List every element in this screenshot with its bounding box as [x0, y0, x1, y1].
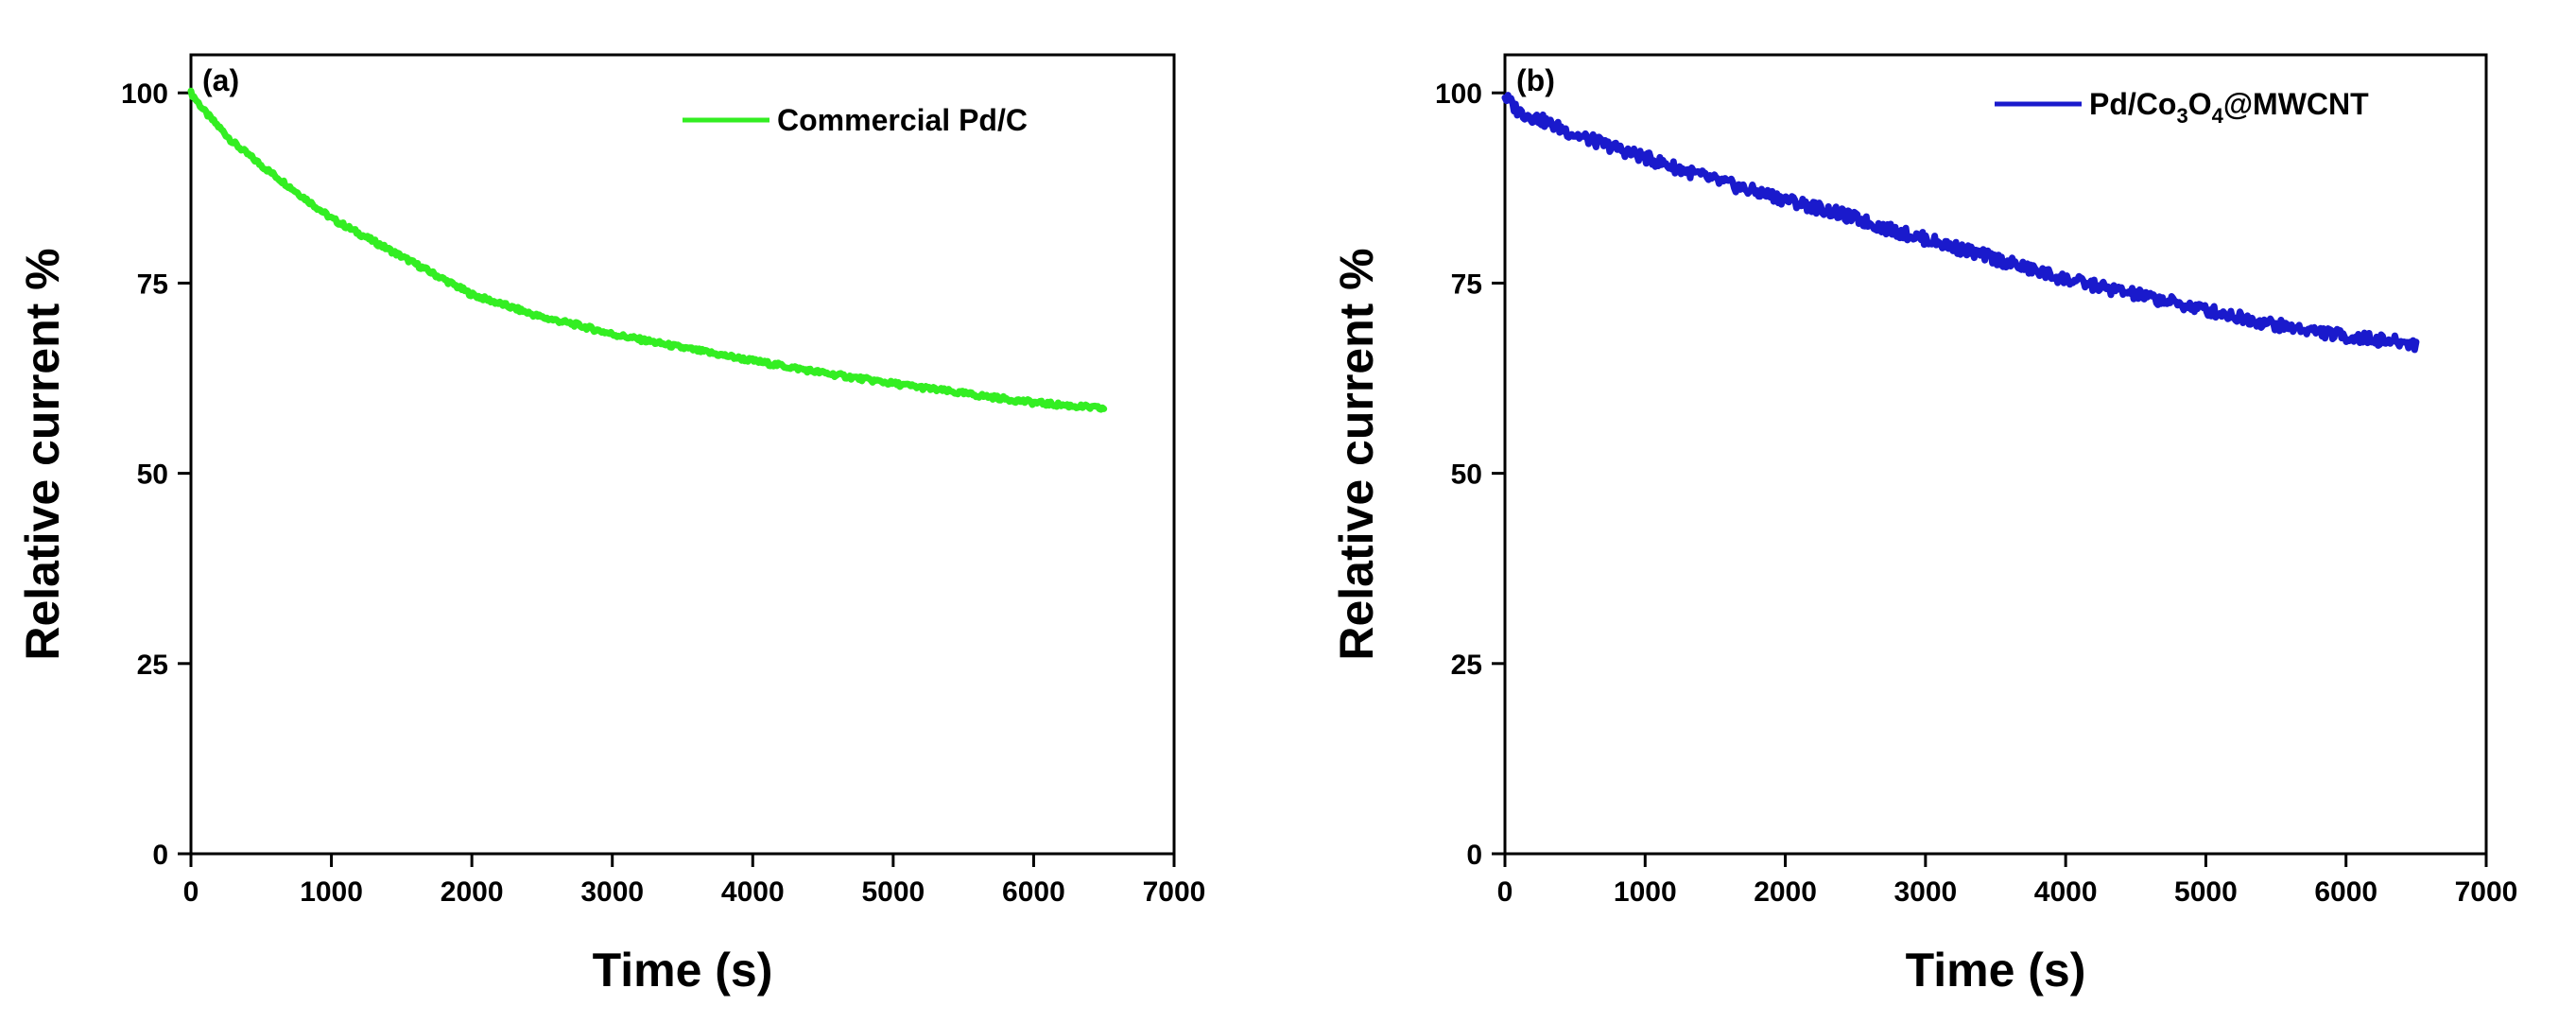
y-axis-title: Relative current % — [16, 248, 69, 660]
data-point — [1784, 198, 1788, 201]
y-tick-label: 100 — [121, 78, 168, 110]
y-tick-label: 0 — [152, 840, 168, 871]
x-tick-label: 0 — [183, 876, 199, 908]
data-point — [961, 391, 965, 395]
data-point — [1643, 156, 1647, 160]
data-point — [2414, 342, 2418, 346]
y-tick-label: 25 — [137, 650, 168, 681]
x-tick-label: 6000 — [1002, 876, 1065, 908]
panel-label: (a) — [202, 63, 239, 97]
plot-frame — [189, 53, 1176, 856]
y-axis-title: Relative current % — [1330, 248, 1383, 660]
y-tick-label: 100 — [1435, 78, 1482, 110]
x-tick-label: 2000 — [441, 876, 504, 908]
data-point — [1959, 247, 1962, 251]
data-point — [400, 254, 404, 258]
data-point — [1517, 110, 1521, 113]
data-point — [2029, 268, 2032, 271]
data-point — [470, 293, 474, 297]
data-point — [505, 304, 509, 308]
x-axis-title: Time (s) — [593, 944, 773, 997]
data-point — [1102, 407, 1106, 410]
data-point — [576, 323, 579, 327]
x-tick-label: 5000 — [861, 876, 925, 908]
data-point — [1538, 117, 1542, 121]
series-line — [187, 87, 1108, 413]
y-tick-label: 50 — [137, 459, 168, 491]
data-point — [1749, 188, 1753, 192]
data-point — [232, 141, 235, 145]
x-tick-label: 7000 — [2455, 876, 2518, 908]
data-point — [2099, 285, 2102, 288]
data-point — [540, 316, 544, 320]
x-tick-label: 6000 — [2314, 876, 2377, 908]
panel-a: 0 1000 2000 3000 4000 5000 6000 7000 0 25 50 75 100 T… — [16, 53, 1206, 997]
legend-label: Commercial Pd/C — [777, 103, 1028, 137]
data-point — [365, 235, 369, 239]
data-point — [1994, 257, 1997, 261]
data-point — [2239, 316, 2243, 320]
data-point — [2169, 301, 2172, 304]
data-point — [1924, 237, 1928, 241]
x-tick-label: 3000 — [1893, 876, 1957, 908]
data-point — [1678, 167, 1682, 171]
data-point — [1608, 145, 1612, 148]
data-point — [2134, 293, 2137, 297]
y-tick-label: 25 — [1451, 650, 1482, 681]
data-point — [217, 125, 221, 129]
data-point — [1819, 207, 1823, 211]
y-tick-label: 50 — [1451, 459, 1482, 491]
data-point — [1854, 217, 1858, 220]
y-tick-label: 75 — [1451, 269, 1482, 300]
data-point — [1713, 179, 1717, 182]
data-point — [2274, 323, 2278, 327]
y-tick-label: 75 — [137, 269, 168, 300]
data-point — [1031, 401, 1035, 405]
data-point — [1889, 228, 1893, 232]
data-point — [435, 273, 439, 277]
data-point — [1573, 133, 1577, 137]
x-tick-label: 3000 — [580, 876, 644, 908]
x-tick-label: 4000 — [2034, 876, 2098, 908]
data-point — [611, 332, 614, 336]
x-tick-label: 0 — [1497, 876, 1513, 908]
data-point — [751, 359, 754, 363]
data-point — [681, 346, 684, 350]
data-point — [2064, 277, 2067, 281]
data-point — [189, 91, 193, 95]
data-point — [2379, 338, 2383, 342]
y-tick-label: 0 — [1466, 840, 1482, 871]
data-point — [2344, 335, 2348, 338]
panel-b: 0 1000 2000 3000 4000 5000 6000 7000 0 25 50 75 100 T… — [1330, 53, 2518, 997]
data-point — [821, 371, 825, 374]
data-point — [2204, 308, 2207, 312]
data-point — [330, 217, 334, 220]
x-tick-label: 1000 — [300, 876, 363, 908]
data-point — [259, 164, 263, 167]
x-tick-label: 1000 — [1614, 876, 1677, 908]
panel-label: (b) — [1516, 63, 1555, 97]
x-tick-label: 4000 — [721, 876, 785, 908]
x-axis-title: Time (s) — [1906, 944, 2086, 997]
data-point — [294, 190, 298, 194]
x-tick-label: 7000 — [1143, 876, 1206, 908]
plot-frame — [1503, 53, 2488, 856]
x-tick-label: 5000 — [2174, 876, 2238, 908]
data-point — [245, 152, 249, 156]
series-line — [1501, 92, 2420, 354]
data-point — [203, 110, 207, 113]
data-point — [891, 382, 895, 386]
data-point — [2309, 328, 2313, 332]
data-point — [1503, 95, 1507, 98]
x-tick-label: 2000 — [1754, 876, 1817, 908]
legend-label: Pd/Co3O4@MWCNT — [2089, 87, 2369, 128]
